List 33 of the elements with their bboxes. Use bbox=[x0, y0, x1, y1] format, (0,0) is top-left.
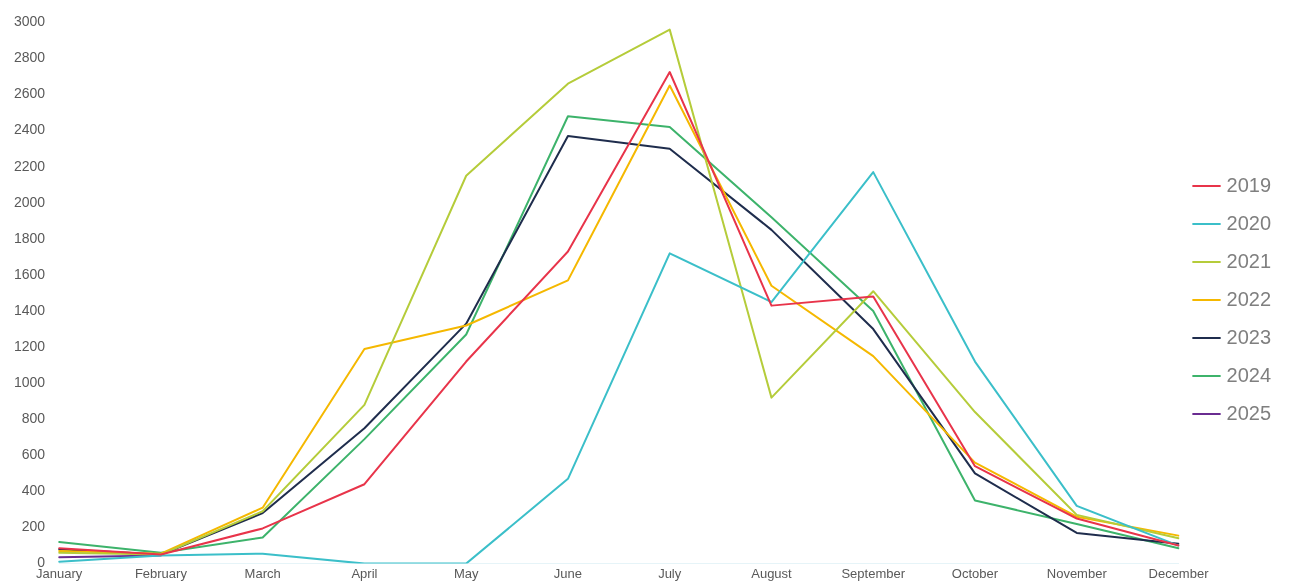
y-tick-label: 1800 bbox=[13, 229, 46, 246]
x-tick-label: May bbox=[453, 565, 479, 581]
x-tick-label: March bbox=[244, 565, 281, 581]
y-tick-label: 600 bbox=[21, 446, 46, 463]
y-tick-label: 3000 bbox=[13, 13, 46, 30]
y-tick-label: 2400 bbox=[13, 121, 46, 138]
legend-label: 2021 bbox=[1226, 249, 1272, 272]
y-tick-label: 200 bbox=[21, 518, 46, 535]
x-tick-label: June bbox=[553, 565, 583, 581]
x-tick-label: October bbox=[951, 565, 999, 581]
y-tick-label: 1400 bbox=[13, 301, 46, 318]
legend-label: 2022 bbox=[1226, 287, 1272, 310]
y-tick-label: 1600 bbox=[13, 265, 46, 282]
y-tick-label: 2600 bbox=[13, 85, 46, 102]
y-tick-label: 2200 bbox=[13, 157, 46, 174]
y-tick-label: 2000 bbox=[13, 193, 46, 210]
legend-label: 2020 bbox=[1226, 211, 1272, 234]
y-tick-label: 400 bbox=[21, 482, 46, 499]
x-tick-label: December bbox=[1148, 565, 1210, 581]
y-tick-label: 1000 bbox=[13, 374, 46, 391]
y-tick-label: 2800 bbox=[13, 49, 46, 66]
x-tick-label: April bbox=[351, 565, 378, 581]
x-tick-label: August bbox=[751, 565, 793, 581]
x-tick-label: November bbox=[1046, 565, 1108, 581]
legend-label: 2023 bbox=[1226, 325, 1272, 348]
x-tick-label: September bbox=[841, 565, 906, 581]
x-tick-label: July bbox=[658, 565, 682, 581]
y-tick-label: 800 bbox=[21, 410, 46, 427]
legend-label: 2025 bbox=[1226, 401, 1272, 424]
y-tick-label: 1200 bbox=[13, 337, 46, 354]
x-tick-label: February bbox=[134, 565, 188, 581]
legend-label: 2019 bbox=[1226, 173, 1272, 196]
legend-label: 2024 bbox=[1226, 363, 1272, 386]
